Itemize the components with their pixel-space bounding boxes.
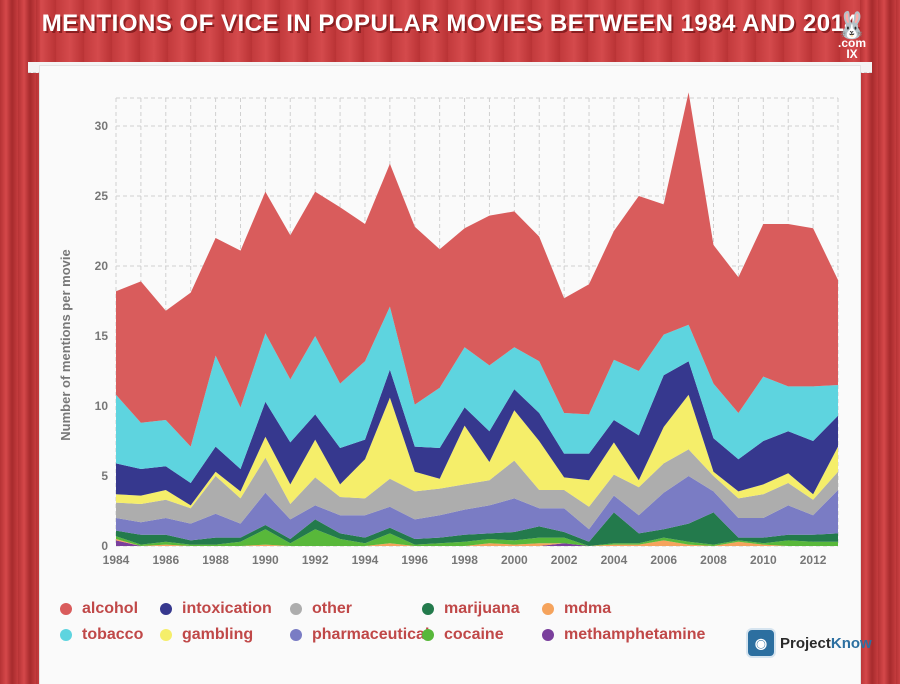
legend-item-cocaine: cocaine xyxy=(422,626,504,644)
legend-item-other: other xyxy=(290,600,352,618)
legend-label: marijuana xyxy=(444,600,520,617)
area-tobacco xyxy=(116,306,838,483)
legend-swatch xyxy=(290,603,302,615)
y-tick-label: 30 xyxy=(95,119,109,133)
area-gambling xyxy=(116,394,838,509)
legend-label: cocaine xyxy=(444,626,504,643)
y-tick-label: 25 xyxy=(95,189,109,203)
x-tick-label: 2000 xyxy=(501,553,528,567)
legend-swatch xyxy=(290,629,302,641)
logo-line1: .com xyxy=(837,36,866,50)
area-cocaine xyxy=(116,529,838,546)
legend-label: tobacco xyxy=(82,626,144,643)
page-title: MENTIONS OF VICE IN POPULAR MOVIES BETWE… xyxy=(41,10,859,37)
chart-axes: 0 5 10 15 20 25 30 1984 1986 1988 1990 1992 1994 1996… xyxy=(95,119,827,567)
y-tick-label: 5 xyxy=(101,469,108,483)
logo-line2: IX xyxy=(846,47,858,61)
x-tick-label: 2002 xyxy=(551,553,578,567)
y-tick-label: 10 xyxy=(95,399,109,413)
legend-swatch xyxy=(542,603,554,615)
area-marijuana xyxy=(116,512,838,546)
legend-item-marijuana: marijuana xyxy=(422,600,520,618)
legend-swatch xyxy=(422,629,434,641)
x-tick-label: 2006 xyxy=(650,553,677,567)
legend-item-mdma: mdma xyxy=(542,600,611,618)
legend-swatch xyxy=(160,603,172,615)
projectknow-brand: ◉ Project Know xyxy=(746,628,872,658)
area-intoxication xyxy=(116,361,838,506)
curtain-left xyxy=(0,0,40,684)
legend-item-gambling: gambling xyxy=(160,626,253,644)
y-tick-label: 20 xyxy=(95,259,109,273)
legend-label: intoxication xyxy=(182,600,272,617)
x-tick-label: 1996 xyxy=(401,553,428,567)
legend-item-alcohol: alcohol xyxy=(60,600,138,618)
x-tick-label: 1986 xyxy=(152,553,179,567)
legend-label: other xyxy=(312,600,352,617)
area-other xyxy=(116,449,838,530)
legend-item-intoxication: intoxication xyxy=(160,600,272,618)
x-tick-label: 2012 xyxy=(800,553,827,567)
x-tick-label: 2008 xyxy=(700,553,727,567)
area-mdma xyxy=(116,539,838,546)
legend-label: pharmaceutical xyxy=(312,626,430,643)
curtain-right xyxy=(860,0,900,684)
legend-label: methamphetamine xyxy=(564,626,706,643)
legend-label: alcohol xyxy=(82,600,139,617)
y-axis-label: Number of mentions per movie xyxy=(58,249,73,440)
brand-know: Know xyxy=(830,634,872,652)
site-logo: 🐰 .com IX xyxy=(832,12,872,60)
legend-item-pharmaceutical: pharmaceutical xyxy=(290,626,429,644)
legend-item-methamphetamine: methamphetamine xyxy=(542,626,705,644)
legend-swatch xyxy=(160,629,172,641)
legend-label: mdma xyxy=(564,600,612,617)
bunny-logo-icon: 🐰 xyxy=(835,10,869,40)
x-tick-label: 2010 xyxy=(750,553,777,567)
chart-areas xyxy=(116,92,838,546)
legend-swatch xyxy=(60,629,72,641)
projectknow-logo-icon: ◉ xyxy=(746,628,776,658)
x-tick-label: 1998 xyxy=(451,553,478,567)
y-tick-label: 15 xyxy=(95,329,109,343)
area-alcohol xyxy=(116,92,838,447)
y-tick-label: 0 xyxy=(101,539,108,553)
legend-item-tobacco: tobacco xyxy=(60,626,143,644)
legend-swatch xyxy=(422,603,434,615)
x-tick-label: 1992 xyxy=(302,553,329,567)
x-tick-label: 1988 xyxy=(202,553,229,567)
legend-label: gambling xyxy=(182,626,254,643)
area-pharmaceutical xyxy=(116,476,838,542)
x-tick-label: 1984 xyxy=(103,553,130,567)
legend-swatch xyxy=(542,629,554,641)
x-tick-label: 1994 xyxy=(352,553,379,567)
x-tick-label: 2004 xyxy=(601,553,628,567)
legend-swatch xyxy=(60,603,72,615)
x-tick-label: 1990 xyxy=(252,553,279,567)
brand-project: Project xyxy=(780,634,831,652)
chart-legend: alcohol intoxication other marijuana mdma tob… xyxy=(60,600,760,660)
